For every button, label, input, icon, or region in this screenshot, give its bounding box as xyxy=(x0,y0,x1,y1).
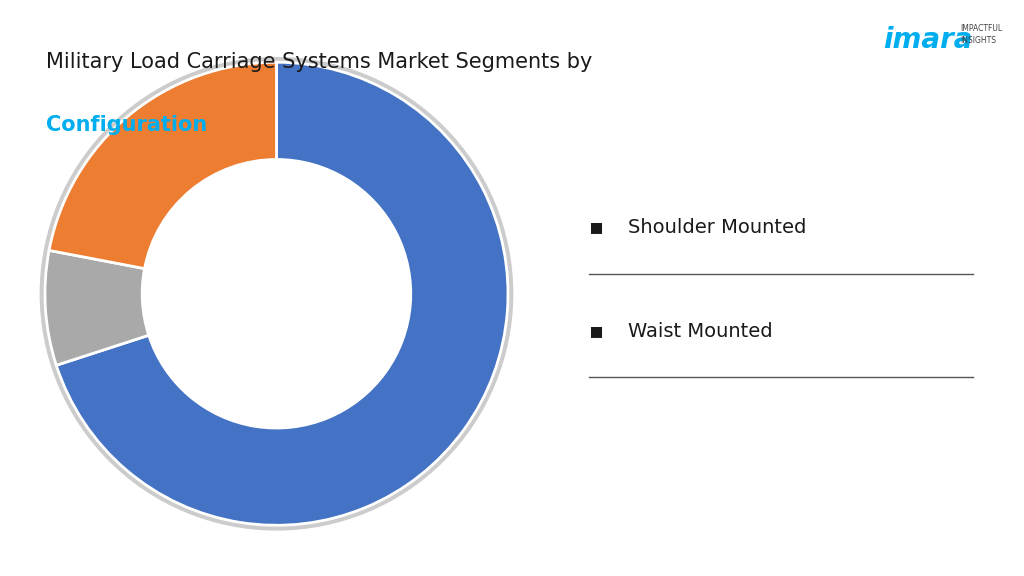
Wedge shape xyxy=(56,62,508,525)
Text: IMPACTFUL
INSIGHTS: IMPACTFUL INSIGHTS xyxy=(961,24,1002,45)
Text: ▪: ▪ xyxy=(589,218,604,237)
Text: ▪: ▪ xyxy=(589,321,604,341)
Text: Military Load Carriage Systems Market Segments by: Military Load Carriage Systems Market Se… xyxy=(46,52,593,72)
Wedge shape xyxy=(45,251,148,365)
Text: Waist Mounted: Waist Mounted xyxy=(628,322,772,340)
Circle shape xyxy=(40,58,513,530)
Wedge shape xyxy=(49,62,276,268)
Text: Shoulder Mounted: Shoulder Mounted xyxy=(628,218,806,237)
Text: imara: imara xyxy=(883,26,972,54)
Text: Configuration: Configuration xyxy=(46,115,207,135)
Circle shape xyxy=(45,62,508,525)
